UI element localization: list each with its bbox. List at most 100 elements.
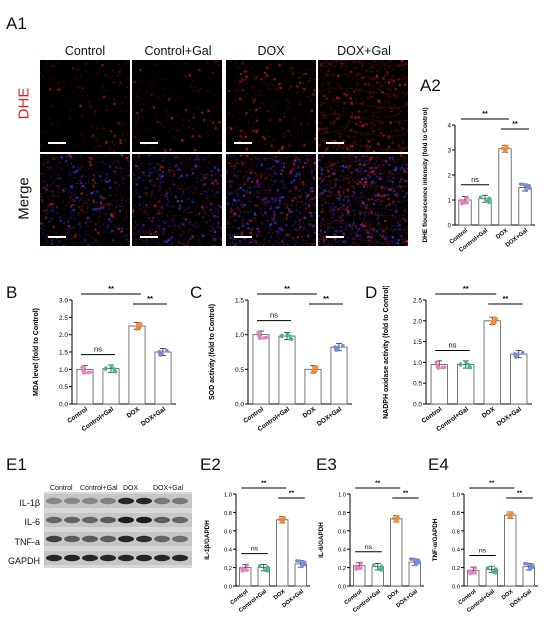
- data-point: [282, 516, 287, 521]
- data-point: [280, 520, 284, 524]
- y-tick-label: 0.4: [338, 548, 347, 554]
- bar: [430, 364, 448, 405]
- micrograph-merge-2: [226, 154, 316, 246]
- x-tick-label: DOX: [126, 406, 142, 420]
- y-tick-label: 0.8: [224, 511, 232, 517]
- data-point: [88, 370, 93, 374]
- panel-label-e3: E3: [316, 455, 337, 474]
- bar: [518, 187, 532, 226]
- data-point: [493, 570, 498, 575]
- blot-band: [100, 554, 116, 562]
- x-tick-label: DOX+Gal: [140, 406, 167, 428]
- data-point: [245, 563, 250, 567]
- y-tick-label: 0.0: [452, 585, 460, 591]
- micrograph-dhe-1: [132, 60, 222, 152]
- y-tick-label: 1.0: [413, 360, 422, 367]
- data-point: [257, 564, 262, 568]
- western-blot-bands: [44, 492, 192, 568]
- data-point: [409, 557, 413, 561]
- scale-bar: [234, 142, 252, 144]
- significance-label: ns: [365, 544, 373, 551]
- blot-band: [100, 497, 116, 505]
- significance-label: **: [147, 294, 153, 303]
- significance-label: ns: [449, 340, 457, 349]
- y-axis-label: MDA level (fold to Control): [33, 308, 40, 396]
- micro-col-control-gal: Control+Gal: [144, 44, 212, 58]
- blot-band: [82, 535, 98, 543]
- scale-bar: [326, 142, 344, 144]
- blot-band: [46, 497, 62, 505]
- x-tick-label: DOX: [501, 589, 515, 602]
- data-point: [465, 195, 469, 200]
- x-tick-label: DOX: [273, 589, 287, 602]
- data-point: [414, 562, 418, 567]
- y-tick-label: 0.4: [452, 548, 461, 554]
- y-tick-label: 0: [448, 224, 452, 230]
- blot-band: [154, 497, 170, 505]
- data-point: [505, 145, 509, 150]
- significance-label: **: [512, 121, 518, 128]
- data-point: [297, 559, 302, 563]
- data-point: [264, 335, 269, 340]
- blot-band: [118, 516, 134, 524]
- bar: [76, 368, 94, 405]
- data-point: [500, 146, 505, 151]
- y-tick-label: 0.6: [224, 529, 232, 535]
- y-tick-label: 1.0: [224, 493, 232, 499]
- data-point: [359, 566, 363, 571]
- data-point: [525, 184, 529, 189]
- y-tick-label: 0.0: [235, 402, 244, 409]
- y-tick-label: 2: [448, 174, 452, 180]
- data-point: [487, 200, 491, 204]
- micro-row-merge: Merge: [15, 177, 33, 220]
- blot-band: [136, 535, 152, 543]
- data-point: [256, 330, 260, 335]
- y-tick-label: 0.0: [413, 402, 422, 409]
- blot-band: [118, 535, 134, 543]
- x-tick-label: Control: [420, 406, 443, 425]
- blot-band: [154, 516, 170, 524]
- y-tick-label: 0.2: [338, 566, 346, 572]
- data-point: [280, 333, 284, 338]
- data-point: [414, 559, 419, 563]
- chart-e3-il6: 0.00.20.40.60.81.0IL-6/GAPDHControlContr…: [318, 480, 424, 614]
- y-tick-label: 1.0: [59, 367, 68, 374]
- bar: [102, 368, 120, 405]
- significance-label: **: [323, 294, 329, 303]
- y-tick-label: 0.5: [413, 381, 422, 388]
- data-point: [341, 343, 345, 348]
- y-tick-label: 0.8: [452, 511, 460, 517]
- significance-label: **: [503, 294, 509, 303]
- data-point: [165, 348, 169, 353]
- y-tick-label: 1.5: [413, 339, 422, 346]
- blot-band: [172, 554, 188, 562]
- bar: [457, 364, 475, 405]
- x-tick-label: DOX+Gal: [316, 406, 343, 428]
- panel-label-a2: A2: [420, 76, 441, 95]
- x-tick-label: DOX: [495, 228, 509, 241]
- blot-band: [136, 554, 152, 562]
- blot-band: [46, 554, 62, 562]
- y-axis-label: NADPH oxidase activity (fold to Control): [383, 286, 390, 419]
- data-point: [525, 562, 530, 566]
- scale-bar: [140, 142, 158, 144]
- y-tick-label: 2.0: [413, 318, 422, 325]
- data-point: [394, 519, 398, 523]
- micrograph-dhe-2: [226, 60, 316, 152]
- data-point: [435, 364, 440, 368]
- data-point: [473, 566, 478, 570]
- blot-band: [154, 535, 170, 543]
- y-tick-label: 3: [448, 149, 452, 155]
- data-point: [265, 568, 270, 573]
- micro-col-dox: DOX: [257, 44, 285, 58]
- chart-e4-tnfa: 0.00.20.40.60.81.0TNF-α/GAPDHControlCont…: [432, 480, 538, 614]
- data-point: [139, 322, 143, 326]
- y-tick-label: 1: [448, 199, 452, 205]
- y-tick-label: 0.0: [224, 585, 232, 591]
- data-point: [113, 369, 118, 374]
- blot-band: [118, 554, 134, 562]
- bar: [390, 518, 403, 587]
- significance-label: **: [261, 480, 267, 487]
- significance-label: **: [463, 286, 469, 293]
- bar: [483, 320, 501, 405]
